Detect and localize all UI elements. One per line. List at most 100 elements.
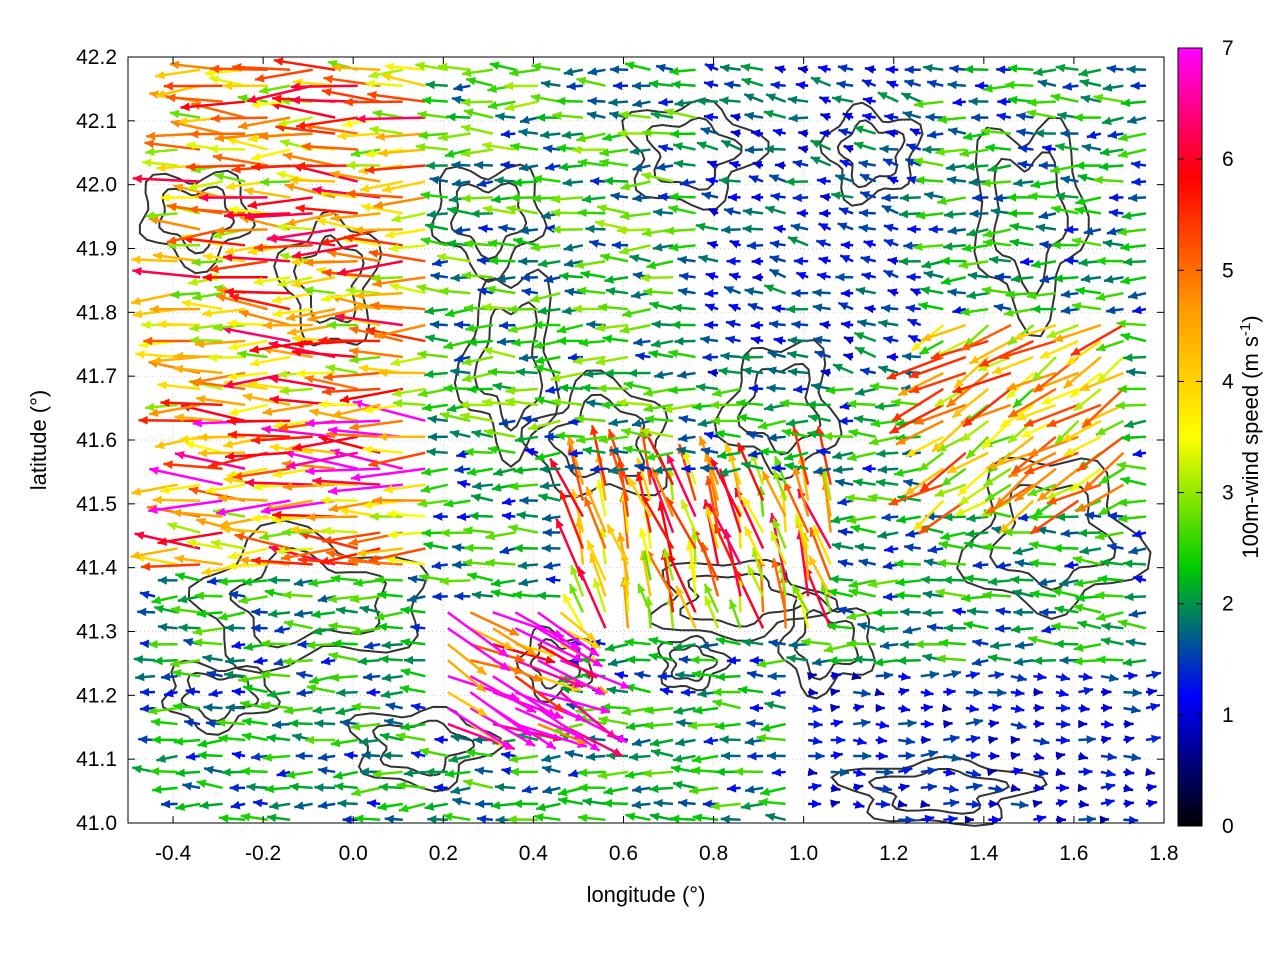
wind-arrow <box>751 336 763 344</box>
wind-arrow <box>450 430 470 438</box>
wind-arrow <box>334 782 357 791</box>
wind-arrow <box>936 654 965 663</box>
wind-arrow <box>469 512 493 521</box>
wind-arrow <box>904 79 920 87</box>
contour-line <box>820 103 923 206</box>
wind-arrow <box>761 724 786 732</box>
wind-arrow <box>435 735 448 744</box>
wind-arrow <box>1007 193 1033 202</box>
wind-arrow <box>164 82 223 91</box>
wind-arrow <box>146 132 200 141</box>
wind-arrow <box>903 626 921 635</box>
wind-arrow <box>1013 547 1033 555</box>
wind-arrow <box>1077 620 1101 628</box>
wind-arrow <box>773 128 786 136</box>
wind-arrow <box>672 304 695 313</box>
wind-arrow <box>853 800 864 808</box>
wind-arrow <box>847 639 876 648</box>
wind-arrow <box>798 65 808 74</box>
wind-arrow <box>710 401 741 410</box>
wind-arrow <box>927 623 943 632</box>
wind-arrow <box>241 767 268 776</box>
wind-arrow <box>857 622 875 630</box>
x-tick-label: -0.4 <box>155 842 192 865</box>
wind-arrow <box>1123 258 1146 267</box>
wind-arrow <box>967 607 988 616</box>
wind-arrow <box>966 718 983 727</box>
wind-arrow <box>921 671 939 680</box>
wind-arrow <box>920 286 943 295</box>
wind-arrow <box>215 226 268 235</box>
wind-arrow <box>737 414 763 423</box>
wind-arrow <box>521 273 538 282</box>
wind-arrow <box>1123 672 1137 681</box>
wind-arrow <box>1073 556 1101 565</box>
wind-arrow <box>838 302 853 310</box>
wind-arrow <box>734 767 763 776</box>
wind-arrow <box>635 352 650 361</box>
colorbar-label-sup: -1 <box>1237 323 1254 336</box>
wind-arrow <box>1079 258 1101 267</box>
wind-arrow <box>364 641 380 650</box>
wind-arrow <box>768 672 786 681</box>
wind-arrow <box>981 179 1010 188</box>
wind-arrow <box>284 620 313 629</box>
wind-arrow <box>808 720 823 729</box>
wind-arrow <box>167 522 200 533</box>
wind-arrow <box>204 766 222 775</box>
wind-arrow <box>973 561 989 570</box>
wind-arrow <box>929 225 944 234</box>
wind-arrow <box>630 147 651 156</box>
wind-arrow <box>1101 798 1115 806</box>
wind-arrow <box>900 608 920 617</box>
wind-arrow <box>263 753 291 762</box>
wind-arrow <box>467 572 493 580</box>
wind-arrow <box>461 98 493 107</box>
wind-arrow <box>244 187 290 197</box>
wind-arrow <box>514 544 538 553</box>
wind-arrow <box>841 320 853 329</box>
wind-arrow <box>1065 561 1079 570</box>
wind-arrow <box>150 767 177 776</box>
wind-arrow <box>425 802 448 811</box>
contour-line <box>869 769 1009 814</box>
wind-arrow <box>501 161 516 170</box>
wind-arrow <box>263 405 313 416</box>
wind-arrow <box>425 334 448 343</box>
wind-arrow <box>1123 705 1140 714</box>
wind-arrow <box>850 524 875 532</box>
wind-arrow <box>948 81 966 90</box>
wind-arrow <box>897 656 921 665</box>
wind-arrow <box>578 814 605 823</box>
wind-arrow <box>498 224 515 233</box>
wind-arrow <box>753 161 764 169</box>
wind-arrow <box>283 657 313 666</box>
wind-arrow <box>704 289 718 298</box>
wind-arrow <box>304 258 358 267</box>
wind-arrow <box>775 161 786 170</box>
wind-arrow <box>400 685 426 694</box>
wind-arrow <box>152 785 177 794</box>
wind-arrow <box>133 174 200 183</box>
wind-arrow <box>895 578 920 587</box>
wind-arrow <box>741 802 763 811</box>
wind-arrow <box>567 436 583 485</box>
wind-arrow <box>590 177 605 186</box>
wind-arrow <box>876 625 899 634</box>
wind-arrow <box>990 641 1011 650</box>
wind-arrow <box>765 813 785 821</box>
wind-arrow <box>826 386 853 395</box>
wind-arrow <box>751 321 763 330</box>
wind-arrow <box>559 272 583 281</box>
wind-arrow <box>817 177 831 186</box>
wind-arrow <box>820 321 831 330</box>
wind-arrow <box>770 240 786 249</box>
wind-arrow <box>988 577 1011 586</box>
wind-arrow <box>923 64 943 73</box>
colorbar-label: 100m-wind speed (m s-1) <box>1237 315 1263 558</box>
wind-arrow <box>274 57 335 69</box>
y-tick-label: 42.2 <box>76 46 117 69</box>
wind-arrow <box>1016 128 1033 137</box>
wind-arrow <box>913 243 943 252</box>
wind-arrow <box>531 94 561 103</box>
